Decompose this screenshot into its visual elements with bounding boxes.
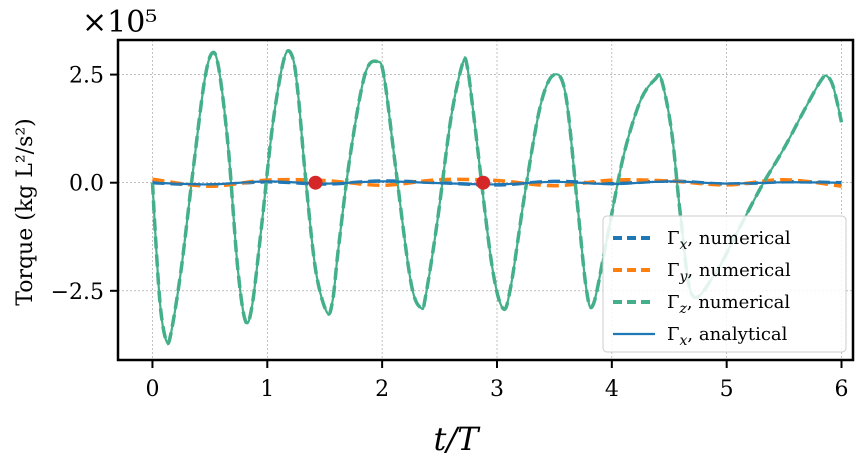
series-group <box>150 49 844 346</box>
legend-entry-label: Γy, numerical <box>667 260 791 285</box>
y-scale-label: ×10⁵ <box>82 5 157 40</box>
x-tick-label: 1 <box>260 377 274 402</box>
axis-ticks: 0 1 2 3 4 5 6 −2.5 0.0 2.5 <box>51 64 849 402</box>
x-tick-label: 4 <box>605 377 619 402</box>
highlight-marker <box>476 175 491 190</box>
x-tick-label: 0 <box>145 377 159 402</box>
highlight-marker <box>308 175 323 190</box>
y-tick-label: −2.5 <box>51 280 104 305</box>
series-line-3 <box>150 49 844 346</box>
legend-entry-label: Γx, numerical <box>667 228 791 253</box>
x-tick-label: 5 <box>720 377 734 402</box>
marker-group <box>308 175 491 190</box>
y-axis-label: Torque (kg L²/s²) <box>13 118 38 306</box>
x-axis-label: t/T <box>434 420 482 458</box>
series-line-4 <box>152 180 842 186</box>
y-tick-label: 0.0 <box>69 172 104 197</box>
plot-frame <box>116 38 855 362</box>
x-tick-label: 3 <box>490 377 504 402</box>
legend-box <box>602 215 847 353</box>
series-line-2 <box>152 177 842 188</box>
y-tick-label: 2.5 <box>69 64 104 89</box>
legend: Γx, numerical Γy, numerical Γz, numerical Γ… <box>602 215 847 353</box>
x-tick-label: 6 <box>835 377 849 402</box>
legend-entry-label: Γx, analytical <box>667 324 788 349</box>
legend-entry-label: Γz, numerical <box>667 292 790 317</box>
x-tick-label: 2 <box>375 377 389 402</box>
